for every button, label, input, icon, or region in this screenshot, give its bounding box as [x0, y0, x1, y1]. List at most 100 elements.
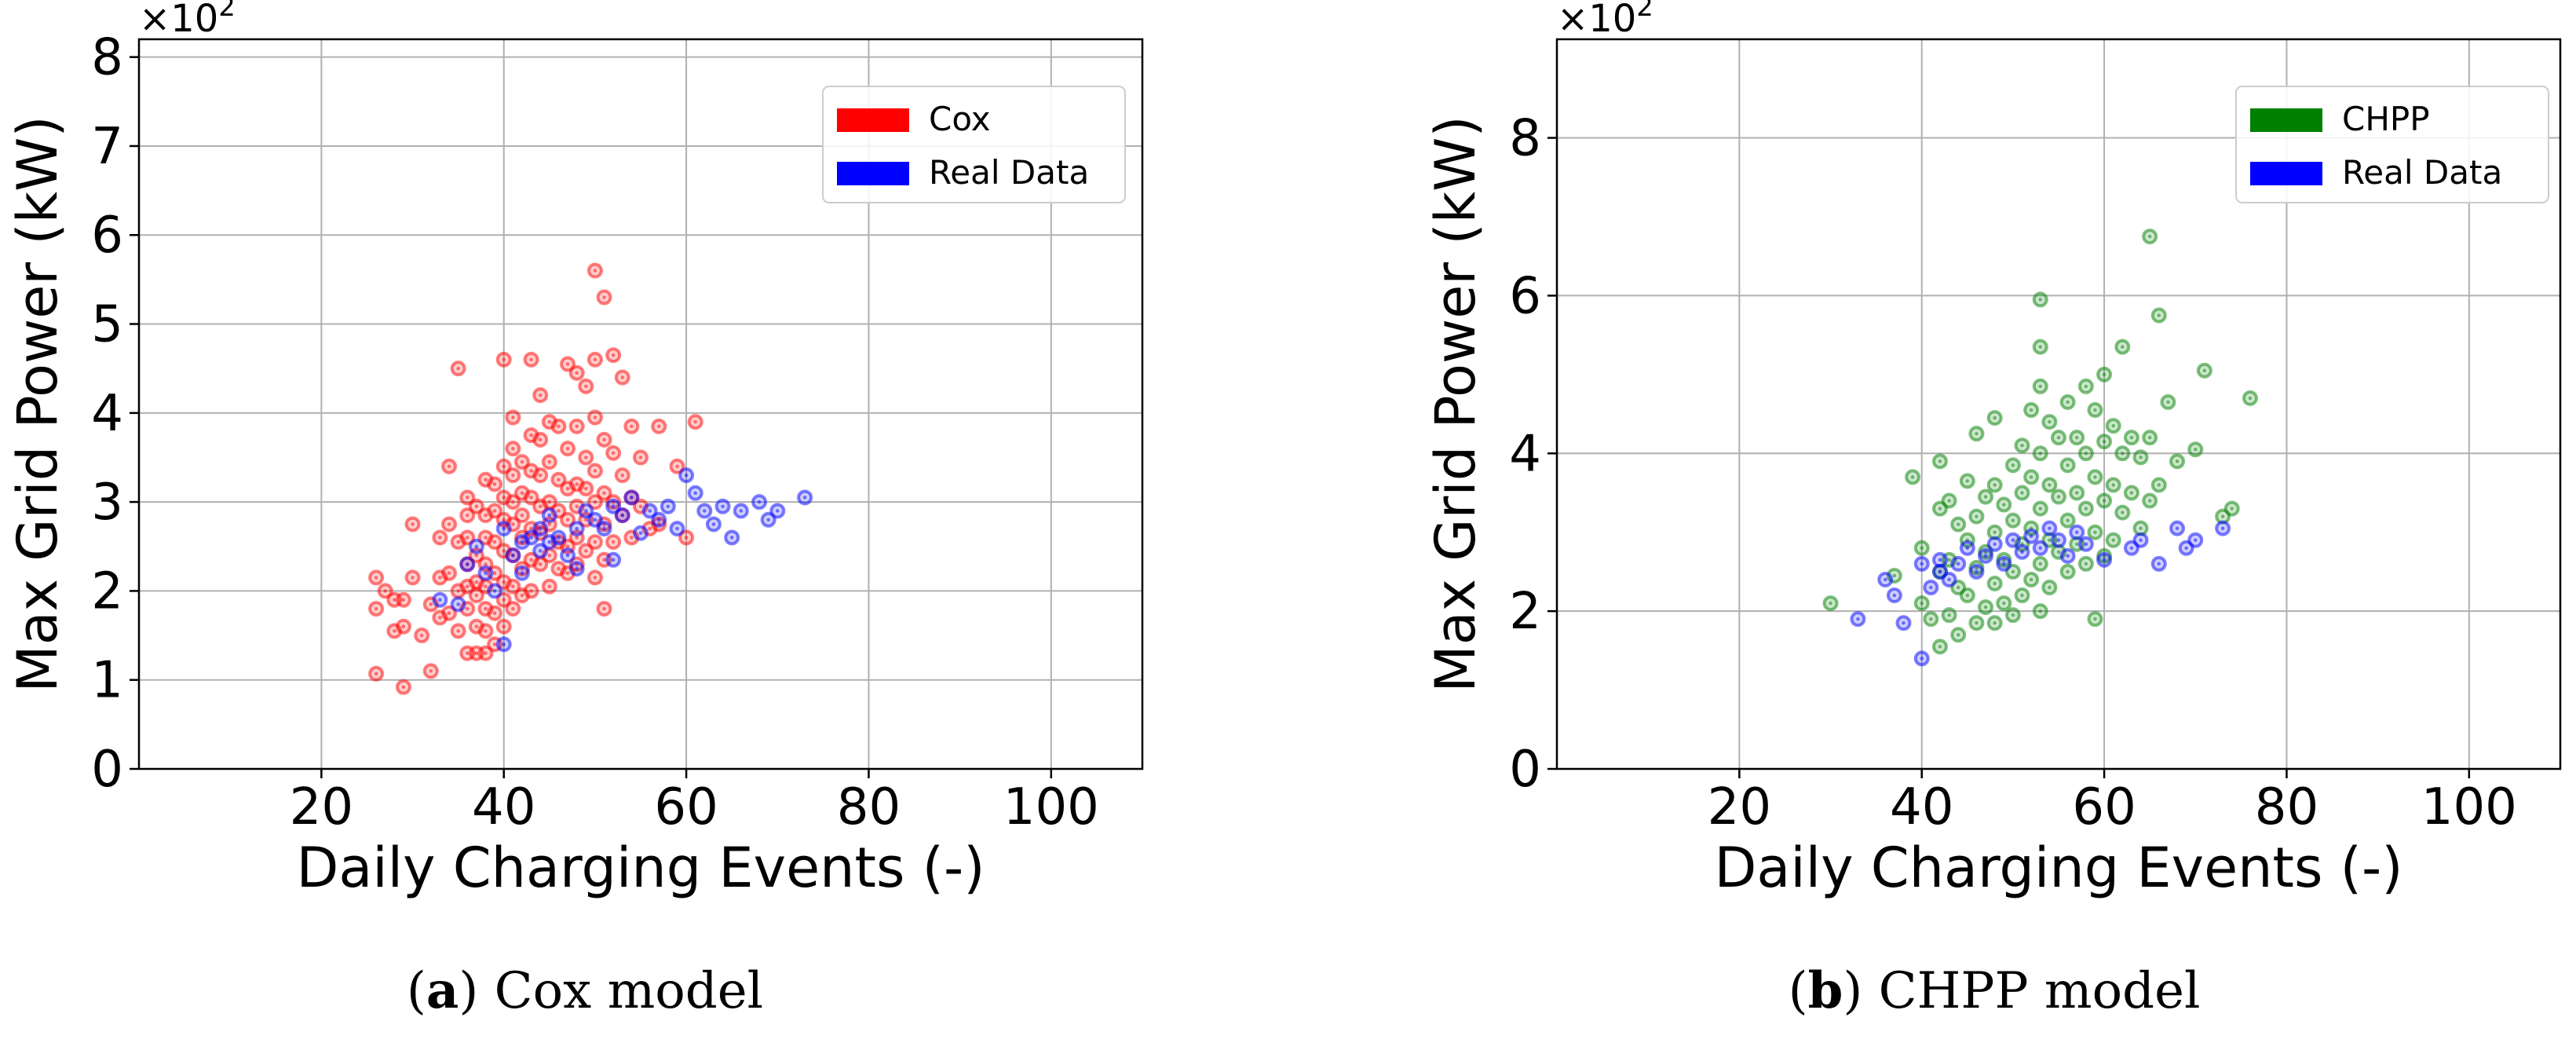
data-point-center	[539, 473, 543, 478]
data-point-center	[456, 366, 460, 371]
data-point-center	[511, 584, 515, 588]
data-point-center	[484, 513, 488, 518]
data-point-center	[620, 473, 624, 478]
data-point-center	[511, 500, 515, 504]
data-point-center	[602, 295, 606, 299]
data-point-center	[584, 549, 588, 553]
data-point-center	[1965, 593, 1970, 598]
data-point-center	[474, 580, 479, 584]
data-point-center	[2066, 518, 2070, 522]
data-point-center	[484, 606, 488, 611]
panel-caption: (b) CHPP model	[1789, 961, 2201, 1020]
data-point-center	[1856, 617, 1860, 621]
data-point-center	[630, 536, 634, 540]
y-tick-label: 2	[1509, 583, 1541, 641]
data-point-center	[547, 459, 552, 464]
data-point-center	[411, 576, 415, 580]
data-point-center	[2184, 546, 2188, 550]
data-point-center	[539, 504, 543, 508]
data-point-center	[2048, 483, 2052, 487]
x-tick-label: 80	[837, 778, 901, 836]
data-point-center	[2038, 384, 2042, 389]
y-multiplier-exponent: 2	[218, 0, 236, 23]
data-point-center	[529, 589, 533, 593]
data-point-center	[2011, 538, 2015, 542]
legend-swatch	[837, 162, 909, 185]
data-point-center	[474, 504, 479, 508]
x-tick-label: 80	[2255, 778, 2318, 836]
data-point-center	[593, 518, 597, 522]
data-point-center	[2075, 491, 2079, 495]
data-point-center	[1892, 593, 1897, 598]
data-point-center	[575, 504, 579, 508]
data-point-center	[529, 469, 533, 473]
data-point-center	[557, 536, 561, 540]
data-point-center	[1947, 577, 1951, 582]
x-tick-label: 40	[1890, 778, 1953, 836]
data-point-center	[447, 464, 451, 469]
data-point-center	[511, 415, 515, 419]
data-point-center	[438, 536, 442, 540]
data-point-center	[575, 566, 579, 571]
data-point-center	[593, 500, 597, 504]
data-point-center	[2002, 562, 2006, 566]
data-point-center	[584, 509, 588, 513]
data-point-center	[575, 371, 579, 375]
data-point-center	[2029, 408, 2033, 412]
data-point-center	[638, 531, 643, 535]
data-point-center	[2248, 396, 2253, 401]
data-point-center	[565, 362, 570, 366]
data-point-center	[484, 536, 488, 540]
data-point-center	[539, 437, 543, 442]
data-point-center	[611, 504, 616, 508]
y-tick-label: 1	[91, 652, 123, 710]
data-point-center	[2147, 435, 2152, 440]
data-point-center	[711, 522, 716, 526]
data-point-center	[2038, 298, 2042, 302]
data-point-center	[401, 685, 406, 689]
x-tick-label: 40	[472, 778, 535, 836]
data-point-center	[575, 482, 579, 486]
data-point-center	[2139, 526, 2143, 530]
data-point-center	[611, 353, 616, 357]
legend-swatch	[837, 108, 909, 132]
data-point-center	[2002, 503, 2006, 507]
data-point-center	[2093, 530, 2097, 534]
data-point-center	[2202, 368, 2207, 373]
data-point-center	[447, 571, 451, 575]
legend: Cox Real Data	[822, 86, 1126, 203]
data-point-center	[1975, 569, 1979, 574]
data-point-center	[2020, 491, 2024, 495]
data-point-center	[529, 536, 533, 540]
data-point-center	[2102, 499, 2106, 503]
data-point-center	[766, 518, 770, 522]
data-point-center	[2029, 577, 2033, 582]
data-point-center	[2139, 456, 2143, 459]
data-point-center	[2066, 400, 2070, 404]
data-point-center	[2075, 542, 2079, 546]
data-point-center	[593, 576, 597, 580]
data-point-center	[2038, 609, 2042, 613]
data-point-center	[575, 536, 579, 540]
x-tick-label: 20	[1708, 778, 1771, 836]
data-point-center	[2121, 511, 2125, 514]
data-point-center	[474, 651, 479, 655]
x-tick-label: 100	[2421, 778, 2517, 836]
data-point-center	[593, 540, 597, 544]
data-point-center	[565, 518, 570, 522]
data-point-center	[484, 584, 488, 588]
data-point-center	[2056, 550, 2061, 554]
data-point-center	[2011, 613, 2015, 617]
data-point-center	[466, 651, 470, 655]
data-point-center	[484, 478, 488, 481]
data-point-center	[1920, 546, 1924, 550]
data-point-center	[729, 536, 734, 540]
data-point-center	[401, 624, 406, 628]
data-point-center	[1938, 569, 1942, 574]
data-point-center	[502, 580, 506, 584]
data-point-center	[565, 544, 570, 548]
y-multiplier: ×102	[139, 0, 236, 41]
data-point-center	[2129, 546, 2134, 550]
data-point-center	[1929, 585, 1933, 590]
